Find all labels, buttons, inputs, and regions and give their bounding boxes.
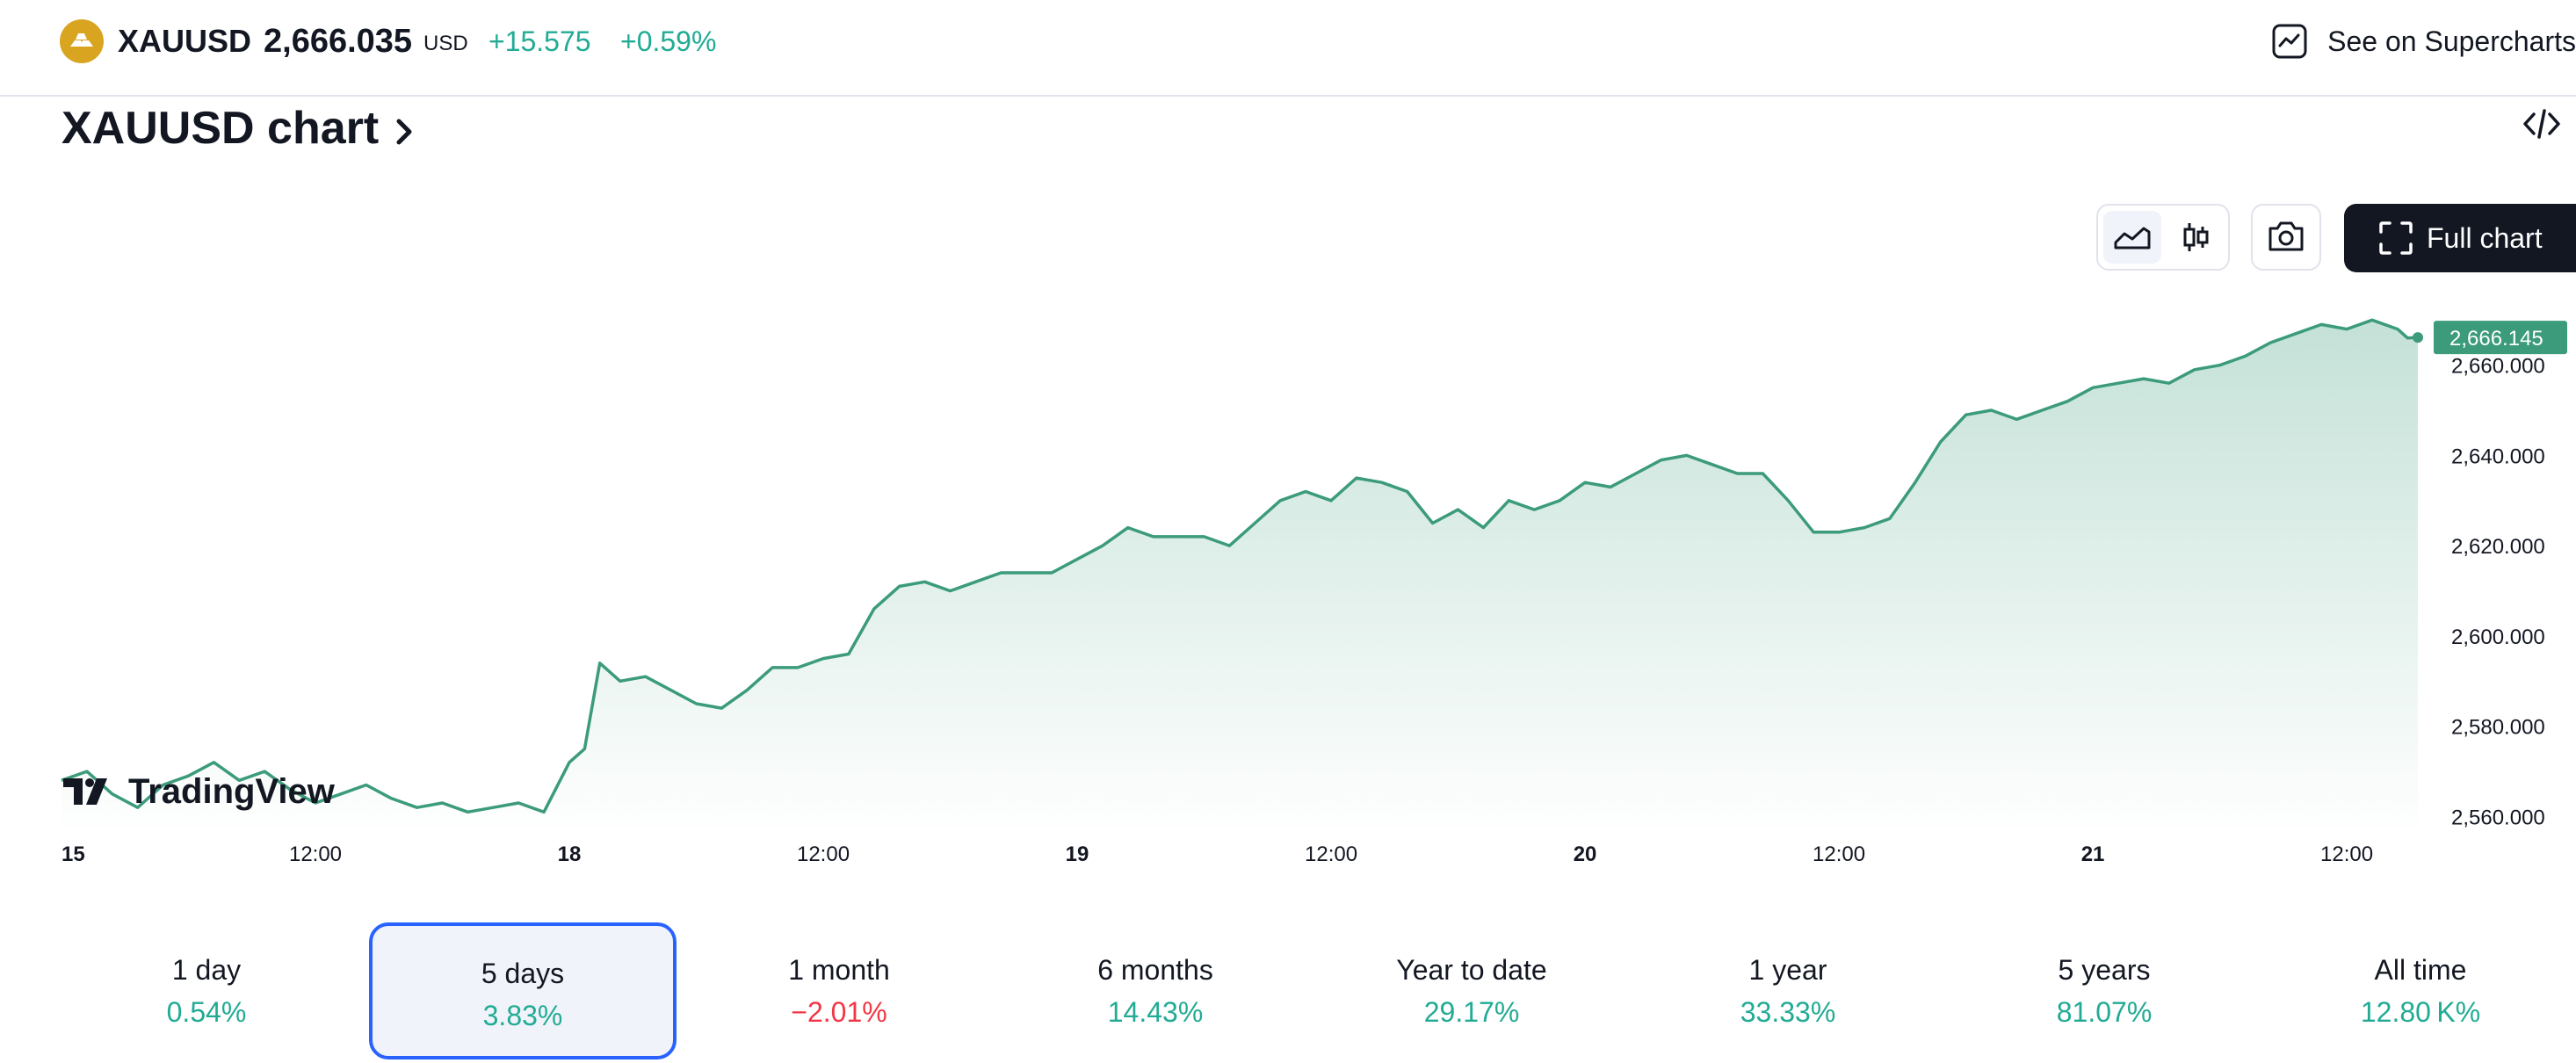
chart-title-link[interactable]: XAUUSD chart xyxy=(62,103,380,154)
period-year-to-date[interactable]: Year to date 29.17% xyxy=(1318,922,1625,1059)
period-change: −2.01% xyxy=(791,996,887,1028)
period-change: 3.83% xyxy=(482,1000,563,1031)
x-tick-label: 12:00 xyxy=(1813,842,1865,866)
period-change: 29.17% xyxy=(1423,996,1520,1028)
period-all-time[interactable]: All time 12.80 K% xyxy=(2267,922,2574,1059)
x-tick-label: 19 xyxy=(1066,842,1089,866)
full-chart-button[interactable]: Full chart xyxy=(2344,204,2576,272)
y-tick-label: 2,620.000 xyxy=(2451,535,2545,559)
x-tick-label: 18 xyxy=(558,842,582,866)
period-change: 12.80 K% xyxy=(2360,996,2481,1028)
candlestick-chart-button[interactable] xyxy=(2167,211,2225,264)
price-change: +15.575 xyxy=(488,25,591,57)
chevron-right-icon xyxy=(396,119,412,145)
period-label: 5 years xyxy=(2058,954,2151,986)
period-5-years[interactable]: 5 years 81.07% xyxy=(1950,922,2258,1059)
fullscreen-icon xyxy=(2379,221,2413,255)
camera-icon xyxy=(2268,221,2304,251)
x-tick-label: 21 xyxy=(2081,842,2105,866)
period-change: 81.07% xyxy=(2056,996,2153,1028)
supercharts-icon xyxy=(2272,24,2307,59)
price-chart[interactable]: 2,660.000 2,640.000 2,620.000 2,600.000 2,58… xyxy=(0,290,2576,879)
period-label: 1 month xyxy=(788,954,890,986)
period-1-day[interactable]: 1 day 0.54% xyxy=(53,922,360,1059)
y-tick-label: 2,660.000 xyxy=(2451,355,2545,379)
x-axis: 15 12:00 18 12:00 19 12:00 20 12:00 21 12:00 xyxy=(62,842,2373,866)
candlestick-icon xyxy=(2183,223,2209,251)
x-tick-label: 12:00 xyxy=(289,842,342,866)
period-label: 5 days xyxy=(481,958,565,989)
period-1-year[interactable]: 1 year 33.33% xyxy=(1634,922,1942,1059)
period-label: Year to date xyxy=(1396,954,1547,986)
period-label: 1 year xyxy=(1748,954,1827,986)
period-label: 1 day xyxy=(171,954,242,986)
x-tick-label: 12:00 xyxy=(797,842,850,866)
x-tick-label: 12:00 xyxy=(2320,842,2373,866)
last-price-dot xyxy=(2413,332,2423,343)
period-change: 14.43% xyxy=(1107,996,1204,1028)
area-chart-button[interactable] xyxy=(2103,211,2161,264)
full-chart-label: Full chart xyxy=(2427,222,2543,254)
price-change-percent: +0.59% xyxy=(620,25,717,57)
x-tick-label: 20 xyxy=(1574,842,1597,866)
y-tick-label: 2,580.000 xyxy=(2451,716,2545,740)
period-label: All time xyxy=(2374,954,2467,986)
chart-style-toggle xyxy=(2096,204,2230,271)
current-price: 2,666.035 xyxy=(264,23,413,60)
tradingview-logo-icon xyxy=(63,778,107,805)
y-tick-label: 2,560.000 xyxy=(2451,806,2545,829)
price-currency: USD xyxy=(423,32,468,55)
screenshot-button[interactable] xyxy=(2251,204,2321,271)
period-5-days[interactable]: 5 days 3.83% xyxy=(369,922,677,1059)
last-price-text: 2,666.145 xyxy=(2449,327,2543,351)
supercharts-label: See on Supercharts xyxy=(2327,25,2576,57)
period-label: 6 months xyxy=(1097,954,1213,986)
gold-coin-icon xyxy=(60,19,104,63)
y-axis: 2,660.000 2,640.000 2,620.000 2,600.000 2,58… xyxy=(2451,355,2545,830)
price-line xyxy=(61,318,2419,814)
tradingview-wordmark: TradingView xyxy=(128,772,336,811)
last-price-label: 2,666.145 xyxy=(2434,321,2567,355)
area-fill xyxy=(62,320,2418,835)
symbol-name: XAUUSD xyxy=(118,23,252,59)
period-selector: 1 day 0.54% 5 days 3.83% 1 month −2.01% … xyxy=(53,922,2576,1063)
period-change: 0.54% xyxy=(166,996,247,1028)
embed-code-icon[interactable] xyxy=(2522,104,2562,144)
period-1-month[interactable]: 1 month −2.01% xyxy=(685,922,993,1059)
tradingview-watermark: TradingView xyxy=(63,772,336,811)
see-on-supercharts-link[interactable]: See on Supercharts xyxy=(2271,18,2576,65)
x-tick-label: 15 xyxy=(62,842,85,866)
period-change: 33.33% xyxy=(1740,996,1836,1028)
x-tick-label: 12:00 xyxy=(1305,842,1357,866)
area-chart-icon xyxy=(2114,227,2151,249)
y-tick-label: 2,600.000 xyxy=(2451,626,2545,649)
y-tick-label: 2,640.000 xyxy=(2451,445,2545,468)
symbol-header: XAUUSD 2,666.035 USD +15.575 +0.59% See … xyxy=(0,0,2576,97)
period-6-months[interactable]: 6 months 14.43% xyxy=(1002,922,1309,1059)
